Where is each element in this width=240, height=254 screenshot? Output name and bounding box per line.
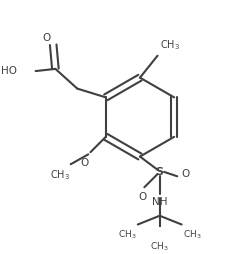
Text: O: O bbox=[138, 192, 146, 202]
Text: CH$_3$: CH$_3$ bbox=[160, 39, 180, 52]
Text: CH$_3$: CH$_3$ bbox=[183, 229, 201, 241]
Text: O: O bbox=[80, 158, 88, 168]
Text: NH: NH bbox=[152, 197, 168, 207]
Text: O: O bbox=[182, 169, 190, 179]
Text: CH$_3$: CH$_3$ bbox=[118, 229, 137, 241]
Text: S: S bbox=[156, 167, 164, 177]
Text: HO: HO bbox=[1, 66, 17, 76]
Text: CH$_3$: CH$_3$ bbox=[150, 241, 169, 253]
Text: CH$_3$: CH$_3$ bbox=[50, 169, 70, 182]
Text: O: O bbox=[42, 33, 51, 43]
